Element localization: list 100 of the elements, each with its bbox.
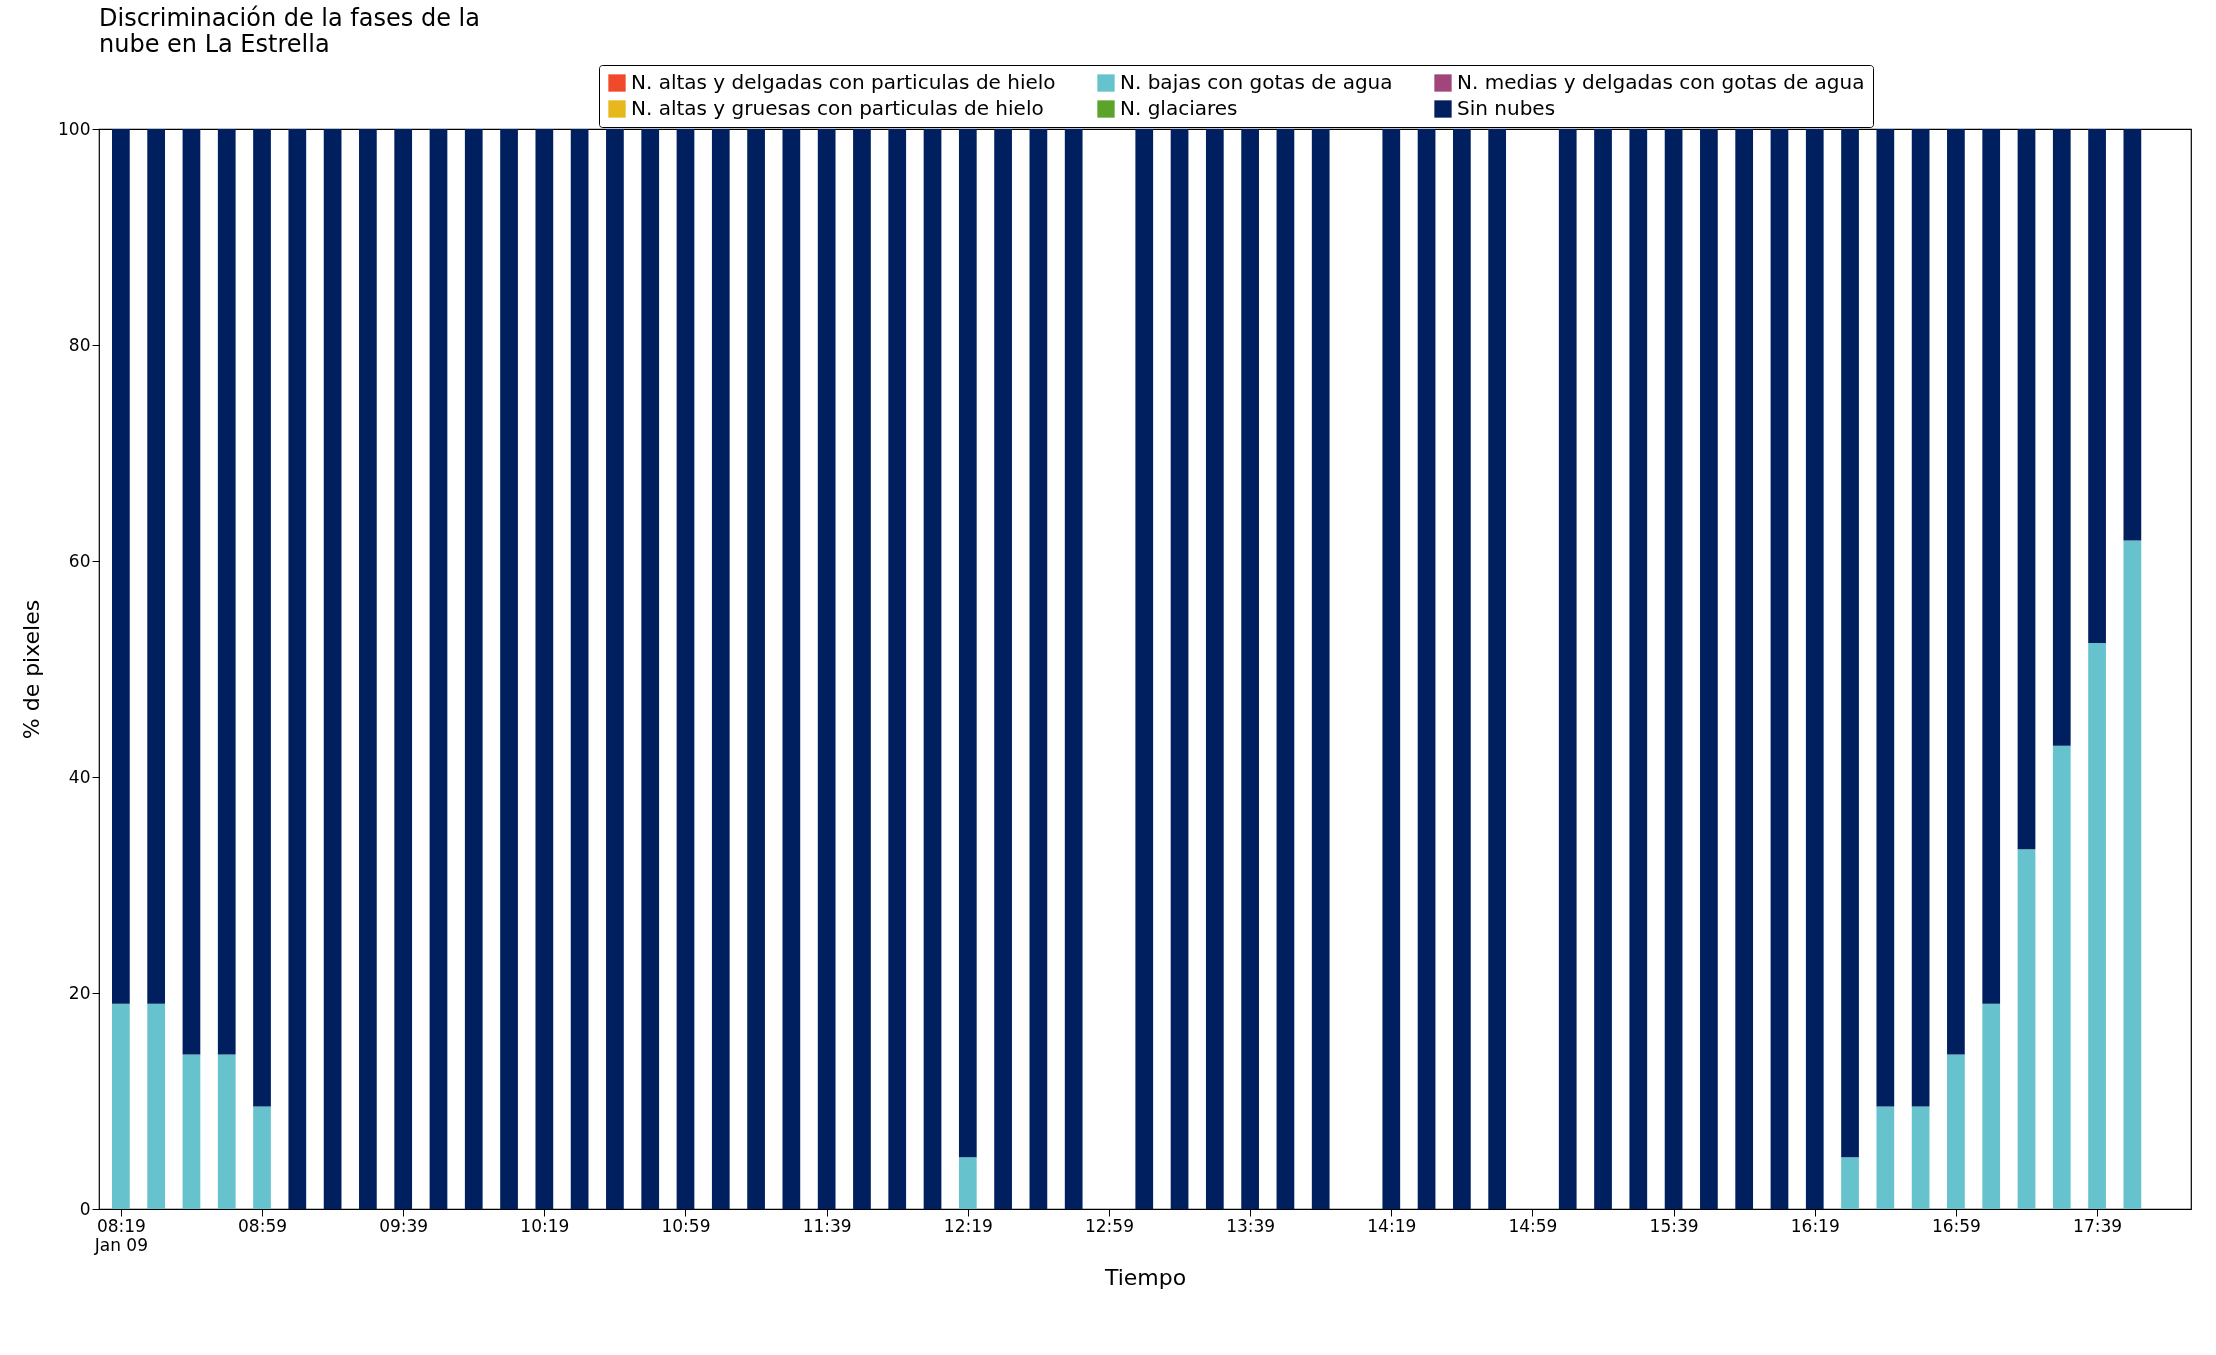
bar (1488, 129, 1507, 1209)
x-tick-label: 14:19 (1367, 1215, 1417, 1236)
bar (535, 129, 554, 1209)
bar (147, 129, 166, 1004)
bar (1911, 129, 1930, 1107)
bar (288, 129, 307, 1209)
bar (606, 129, 624, 1209)
x-tick-label: 12:59 (1084, 1215, 1134, 1236)
bar (1805, 129, 1824, 1209)
bar (1876, 1106, 1895, 1209)
y-tick-label: 100 (58, 118, 91, 139)
bar (2052, 129, 2071, 746)
x-tick-label: 16:19 (1790, 1215, 1840, 1236)
bar (1982, 129, 2001, 1004)
x-tick-label: 17:39 (2073, 1215, 2123, 1236)
bar (994, 129, 1012, 1209)
x-tick-label: 08:59 (238, 1215, 288, 1236)
bar (1170, 129, 1189, 1209)
bar (1205, 129, 1224, 1209)
bar (1453, 129, 1471, 1209)
bar (253, 1106, 271, 1209)
x-tick-label: 14:59 (1508, 1215, 1558, 1236)
bar (1241, 129, 1259, 1209)
bar (1664, 129, 1683, 1209)
y-tick-label: 80 (68, 334, 91, 355)
x-tick-label: 12:19 (943, 1215, 993, 1236)
legend-label: N. altas y delgadas con particulas de hielo (631, 70, 1056, 94)
bar (1311, 129, 1330, 1209)
bar (182, 1054, 201, 1209)
bar (2017, 129, 2036, 850)
bar (676, 129, 695, 1209)
bar (2123, 540, 2142, 1209)
x-tick-label: 15:39 (1649, 1215, 1699, 1236)
y-tick-label: 20 (68, 982, 91, 1003)
x-tick-label: 13:39 (1226, 1215, 1276, 1236)
bar (147, 1003, 166, 1209)
y-tick-label: 60 (68, 550, 91, 571)
bar (500, 129, 518, 1209)
bar (1417, 129, 1436, 1209)
x-tick-label: 09:39 (379, 1215, 429, 1236)
x-axis-title: Tiempo (1103, 1264, 1187, 1290)
bar (217, 1054, 236, 1209)
bar (359, 129, 377, 1209)
bar (2088, 129, 2106, 644)
bar (2017, 849, 2036, 1209)
bar (394, 129, 413, 1209)
bar (112, 1003, 130, 1209)
legend-label: N. altas y gruesas con particulas de hielo (631, 96, 1044, 120)
bar (1629, 129, 1648, 1209)
bar (464, 129, 483, 1209)
bar (429, 129, 448, 1209)
bar (1594, 129, 1612, 1209)
bar (570, 129, 589, 1209)
bar (711, 129, 730, 1209)
legend-label: N. medias y delgadas con gotas de agua (1457, 70, 1865, 94)
bar (1276, 129, 1295, 1209)
x-tick-label: 11:39 (802, 1215, 852, 1236)
bar (1911, 1106, 1930, 1209)
bar (112, 129, 130, 1004)
bar (1029, 129, 1048, 1209)
legend-label: N. glaciares (1120, 96, 1238, 120)
bar (1982, 1003, 2001, 1209)
y-tick-label: 40 (68, 766, 91, 787)
bar (2088, 643, 2106, 1209)
bar (1841, 1157, 1859, 1209)
y-axis-title: % de pixeles (19, 599, 45, 740)
bar (782, 129, 801, 1209)
x-tick-label: 16:59 (1931, 1215, 1981, 1236)
bar (641, 129, 660, 1209)
x-tick-label: 08:19 Jan 09 (93, 1215, 148, 1255)
bar (1558, 129, 1577, 1209)
bar (1876, 129, 1895, 1107)
x-tick-label: 10:19 (520, 1215, 570, 1236)
bar (1841, 129, 1859, 1158)
bar (1770, 129, 1789, 1209)
legend-label: N. bajas con gotas de agua (1120, 70, 1393, 94)
legend-label: Sin nubes (1457, 96, 1556, 120)
bar (747, 129, 765, 1209)
bar (1947, 1054, 1965, 1209)
bar (182, 129, 201, 1055)
bar (217, 129, 236, 1055)
bar (1735, 129, 1754, 1209)
bar (853, 129, 871, 1209)
bar (817, 129, 836, 1209)
x-tick-label: 10:59 (661, 1215, 711, 1236)
chart-title: Discriminación de la fases de la nube en La Estrella (99, 3, 480, 58)
bar (923, 129, 942, 1209)
bar (1382, 129, 1401, 1209)
y-tick-label: 0 (79, 1198, 91, 1219)
bar (958, 1157, 977, 1209)
bar (2123, 129, 2142, 541)
bar (253, 129, 271, 1107)
bar (323, 129, 342, 1209)
bar (1947, 129, 1965, 1055)
bar (1064, 129, 1083, 1209)
bar (1700, 129, 1718, 1209)
bar (958, 129, 977, 1158)
bar (2052, 745, 2071, 1209)
bar (1135, 129, 1154, 1209)
bar (888, 129, 907, 1209)
